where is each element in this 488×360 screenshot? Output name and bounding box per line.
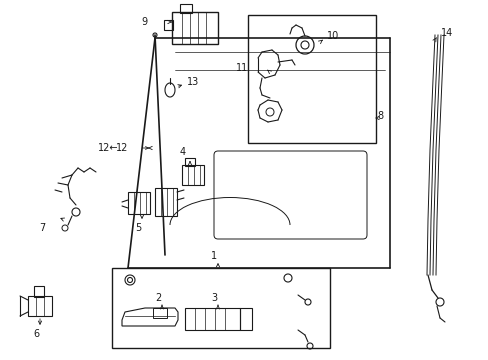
Text: 2: 2 [155, 293, 161, 303]
Bar [153, 308, 167, 318]
Bar [155, 188, 177, 216]
Bar [34, 286, 44, 297]
Text: 4: 4 [180, 147, 185, 157]
Text: 7: 7 [39, 223, 45, 233]
Text: 12: 12 [115, 143, 128, 153]
Bar [28, 296, 52, 316]
Bar [128, 192, 150, 214]
Text: 3: 3 [210, 293, 217, 303]
Text: 6: 6 [33, 329, 39, 339]
Bar [247, 15, 375, 143]
Bar [163, 20, 173, 30]
Bar [172, 12, 218, 44]
Text: 11: 11 [235, 63, 247, 73]
Text: 14: 14 [440, 28, 452, 38]
Bar [182, 165, 203, 185]
Text: 8: 8 [376, 111, 382, 121]
Text: 12←: 12← [97, 143, 118, 153]
Bar [184, 308, 240, 330]
Text: 1: 1 [210, 251, 217, 261]
Bar [240, 308, 251, 330]
Text: 13: 13 [186, 77, 199, 87]
Bar [184, 158, 195, 166]
Text: 9: 9 [142, 17, 148, 27]
Bar [112, 268, 329, 348]
Bar [180, 4, 192, 13]
Text: 10: 10 [326, 31, 339, 41]
Text: 5: 5 [135, 223, 141, 233]
